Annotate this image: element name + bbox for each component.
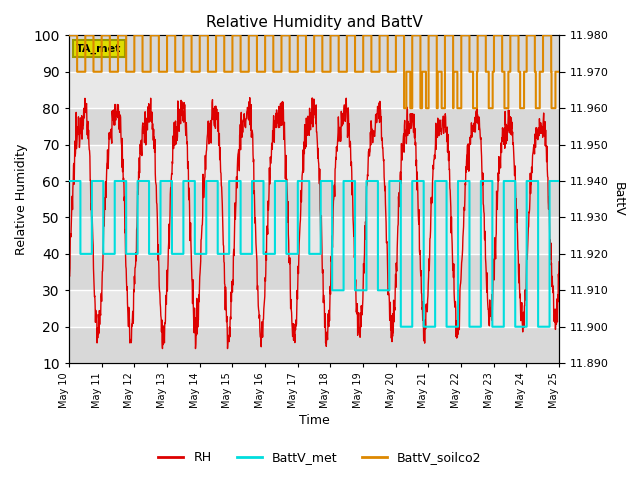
Bar [69, 108, 559, 144]
Bar [69, 254, 559, 290]
Bar [69, 290, 559, 327]
Bar [69, 72, 559, 108]
X-axis label: Time: Time [299, 414, 330, 427]
Bar [69, 327, 559, 363]
Bar [69, 181, 559, 217]
Y-axis label: BattV: BattV [612, 182, 625, 216]
Y-axis label: Relative Humidity: Relative Humidity [15, 144, 28, 255]
Legend: RH, BattV_met, BattV_soilco2: RH, BattV_met, BattV_soilco2 [154, 446, 486, 469]
Title: Relative Humidity and BattV: Relative Humidity and BattV [205, 15, 422, 30]
Bar [69, 217, 559, 254]
Bar [69, 36, 559, 72]
Text: TA_met: TA_met [76, 44, 122, 54]
Bar [69, 144, 559, 181]
